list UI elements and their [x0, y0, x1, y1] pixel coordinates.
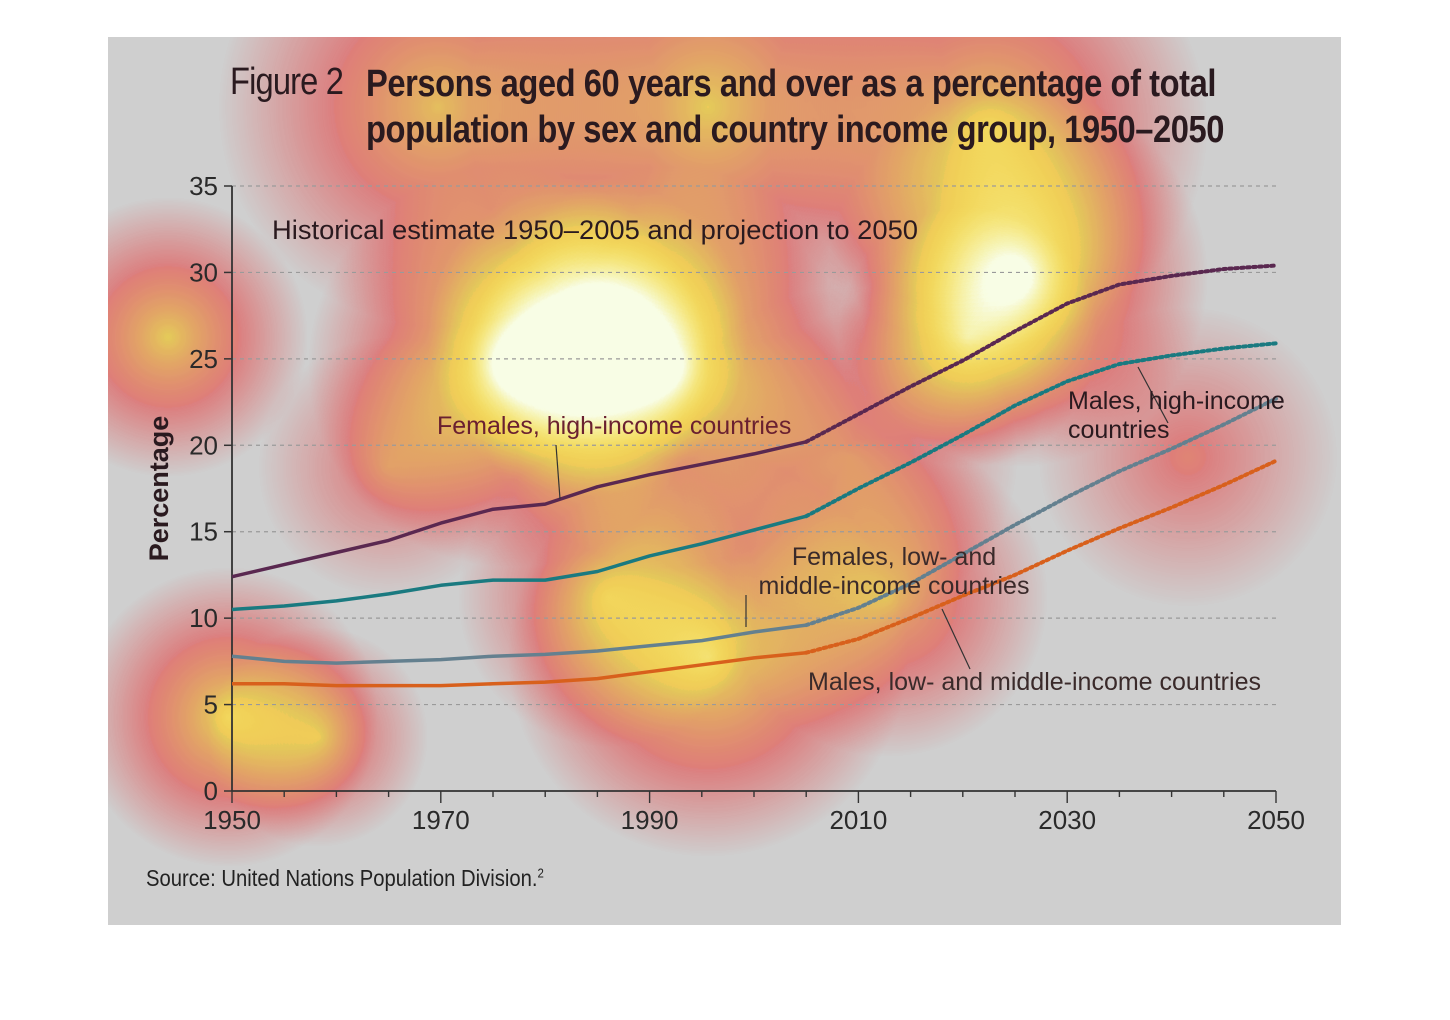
annotation-2-line-0: Females, low- and	[792, 543, 996, 571]
y-tick-label-5: 5	[204, 690, 218, 720]
series-2-projection-line	[804, 396, 1278, 628]
annotation-1-leader	[1137, 366, 1169, 424]
y-tick-label-25: 25	[189, 344, 218, 374]
x-tick-label-2050: 2050	[1247, 805, 1305, 835]
annotation-3-leader	[941, 608, 971, 670]
source-footnote-ref: 2	[537, 865, 544, 881]
figure-title: Persons aged 60 years and over as a perc…	[366, 63, 1224, 151]
series-3-projection-line	[804, 458, 1278, 655]
y-tick-label-30: 30	[189, 257, 218, 287]
annotation-3-line-0: Males, low- and middle-income countries	[808, 668, 1261, 696]
line-chart: 0 5 10 15 20 25 30 35 1950 1970 1990 2010 2030 2050 Pe…	[144, 171, 1305, 835]
source-text: Source: United Nations Population Divisi…	[146, 865, 538, 891]
chart-subtitle: Historical estimate 1950–2005 and projec…	[272, 215, 918, 245]
x-tick-label-2030: 2030	[1038, 805, 1096, 835]
source-note: Source: United Nations Population Divisi…	[146, 865, 544, 892]
series-0-projection-line	[804, 263, 1278, 444]
figure-label: Figure 2	[230, 61, 344, 103]
annotation-1-line-1: countries	[1068, 416, 1169, 444]
x-tick-label-2010: 2010	[829, 805, 887, 835]
y-tick-label-35: 35	[189, 171, 218, 201]
x-tick-label-1950: 1950	[203, 805, 261, 835]
annotation-0-line-0: Females, high-income countries	[437, 412, 791, 440]
figure-panel: 0 5 10 15 20 25 30 35 1950 1970 1990 2010 2030 2050 Pe…	[108, 37, 1341, 925]
y-tick-label-10: 10	[189, 603, 218, 633]
y-tick-label-20: 20	[189, 430, 218, 460]
series-1-historical-line	[231, 514, 807, 612]
series-3-historical-line	[232, 650, 807, 688]
annotation-2-line-1: middle-income countries	[759, 572, 1030, 600]
series-2-historical-line	[231, 623, 807, 665]
series-1-projection-line	[804, 341, 1278, 519]
series-0-historical-line	[231, 440, 807, 579]
x-tick-label-1970: 1970	[412, 805, 470, 835]
y-tick-label-0: 0	[204, 776, 218, 806]
annotation-1-line-0: Males, high-income	[1068, 387, 1285, 415]
y-tick-label-15: 15	[189, 517, 218, 547]
attention-heatmap-overlay	[108, 37, 1341, 925]
y-axis-title: Percentage	[144, 416, 174, 562]
x-tick-label-1990: 1990	[621, 805, 679, 835]
annotation-0-leader	[555, 444, 561, 500]
